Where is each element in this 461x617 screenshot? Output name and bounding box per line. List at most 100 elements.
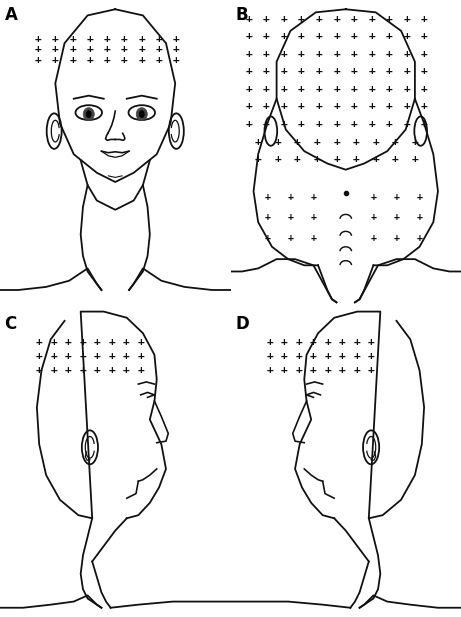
Text: +: +	[69, 55, 76, 65]
Text: +: +	[325, 337, 331, 347]
Text: +: +	[386, 84, 392, 94]
Text: +: +	[333, 49, 340, 59]
Text: +: +	[263, 14, 270, 23]
Text: +: +	[79, 351, 86, 362]
Text: +: +	[265, 212, 270, 223]
Text: +: +	[368, 66, 375, 77]
Text: +: +	[87, 44, 93, 54]
Text: +: +	[351, 49, 357, 59]
Text: +: +	[421, 14, 427, 23]
Text: +: +	[246, 14, 252, 23]
Text: +: +	[294, 136, 301, 147]
Text: +: +	[371, 212, 376, 223]
Text: +: +	[156, 44, 162, 54]
Text: +: +	[386, 49, 392, 59]
Text: +: +	[354, 337, 360, 347]
Text: +: +	[339, 365, 346, 375]
Text: +: +	[333, 84, 340, 94]
Ellipse shape	[82, 431, 98, 464]
Text: +: +	[386, 14, 392, 23]
Text: +: +	[137, 365, 144, 375]
Text: +: +	[298, 49, 305, 59]
Ellipse shape	[136, 107, 148, 121]
Text: +: +	[108, 351, 115, 362]
Text: +: +	[372, 136, 379, 147]
Text: +: +	[104, 55, 111, 65]
Text: +: +	[281, 49, 287, 59]
Text: +: +	[121, 55, 128, 65]
Text: +: +	[403, 84, 410, 94]
Text: +: +	[339, 351, 346, 362]
Text: +: +	[288, 212, 293, 223]
Text: +: +	[368, 337, 375, 347]
Text: +: +	[281, 31, 287, 41]
Ellipse shape	[363, 431, 379, 464]
Text: +: +	[266, 351, 273, 362]
Text: +: +	[79, 365, 86, 375]
Text: +: +	[394, 193, 399, 202]
Text: +: +	[310, 337, 317, 347]
Text: +: +	[371, 193, 376, 202]
Text: +: +	[310, 365, 317, 375]
Text: +: +	[246, 49, 252, 59]
Text: +: +	[421, 84, 427, 94]
Ellipse shape	[414, 117, 427, 146]
Text: +: +	[386, 101, 392, 112]
Text: +: +	[281, 84, 287, 94]
Text: +: +	[121, 33, 128, 44]
Text: +: +	[35, 44, 41, 54]
Text: +: +	[403, 119, 410, 129]
Text: +: +	[368, 101, 375, 112]
Text: +: +	[371, 233, 376, 242]
Text: +: +	[138, 55, 145, 65]
Text: +: +	[351, 66, 357, 77]
Text: +: +	[351, 119, 357, 129]
Text: +: +	[281, 337, 288, 347]
Ellipse shape	[86, 110, 92, 118]
Text: +: +	[311, 233, 316, 242]
Text: +: +	[394, 212, 399, 223]
Text: +: +	[123, 337, 130, 347]
Text: +: +	[263, 49, 270, 59]
Text: +: +	[65, 351, 71, 362]
Text: +: +	[246, 31, 252, 41]
Text: +: +	[108, 365, 115, 375]
Text: +: +	[333, 31, 340, 41]
Text: +: +	[94, 337, 100, 347]
Text: +: +	[313, 136, 320, 147]
Text: +: +	[368, 351, 375, 362]
Text: +: +	[123, 365, 130, 375]
Text: +: +	[368, 365, 375, 375]
Text: +: +	[403, 49, 410, 59]
Text: A: A	[5, 6, 18, 24]
Text: +: +	[351, 101, 357, 112]
Text: +: +	[36, 337, 42, 347]
Text: +: +	[173, 55, 180, 65]
Text: +: +	[298, 119, 305, 129]
Text: +: +	[246, 84, 252, 94]
Text: +: +	[339, 337, 346, 347]
Text: +: +	[298, 14, 305, 23]
Text: +: +	[392, 154, 399, 164]
Text: +: +	[298, 66, 305, 77]
Text: +: +	[263, 101, 270, 112]
Text: +: +	[50, 365, 57, 375]
Ellipse shape	[265, 117, 277, 146]
Text: +: +	[123, 351, 130, 362]
Text: +: +	[246, 66, 252, 77]
Text: +: +	[65, 337, 71, 347]
Text: +: +	[368, 49, 375, 59]
Text: +: +	[421, 49, 427, 59]
Text: +: +	[372, 154, 379, 164]
Text: +: +	[353, 136, 360, 147]
Text: +: +	[156, 55, 162, 65]
Text: +: +	[298, 84, 305, 94]
Text: +: +	[325, 351, 331, 362]
Text: +: +	[266, 365, 273, 375]
Text: +: +	[392, 136, 399, 147]
Text: +: +	[173, 33, 180, 44]
Text: +: +	[311, 193, 316, 202]
Text: +: +	[87, 33, 93, 44]
Text: +: +	[266, 337, 273, 347]
Text: +: +	[298, 101, 305, 112]
